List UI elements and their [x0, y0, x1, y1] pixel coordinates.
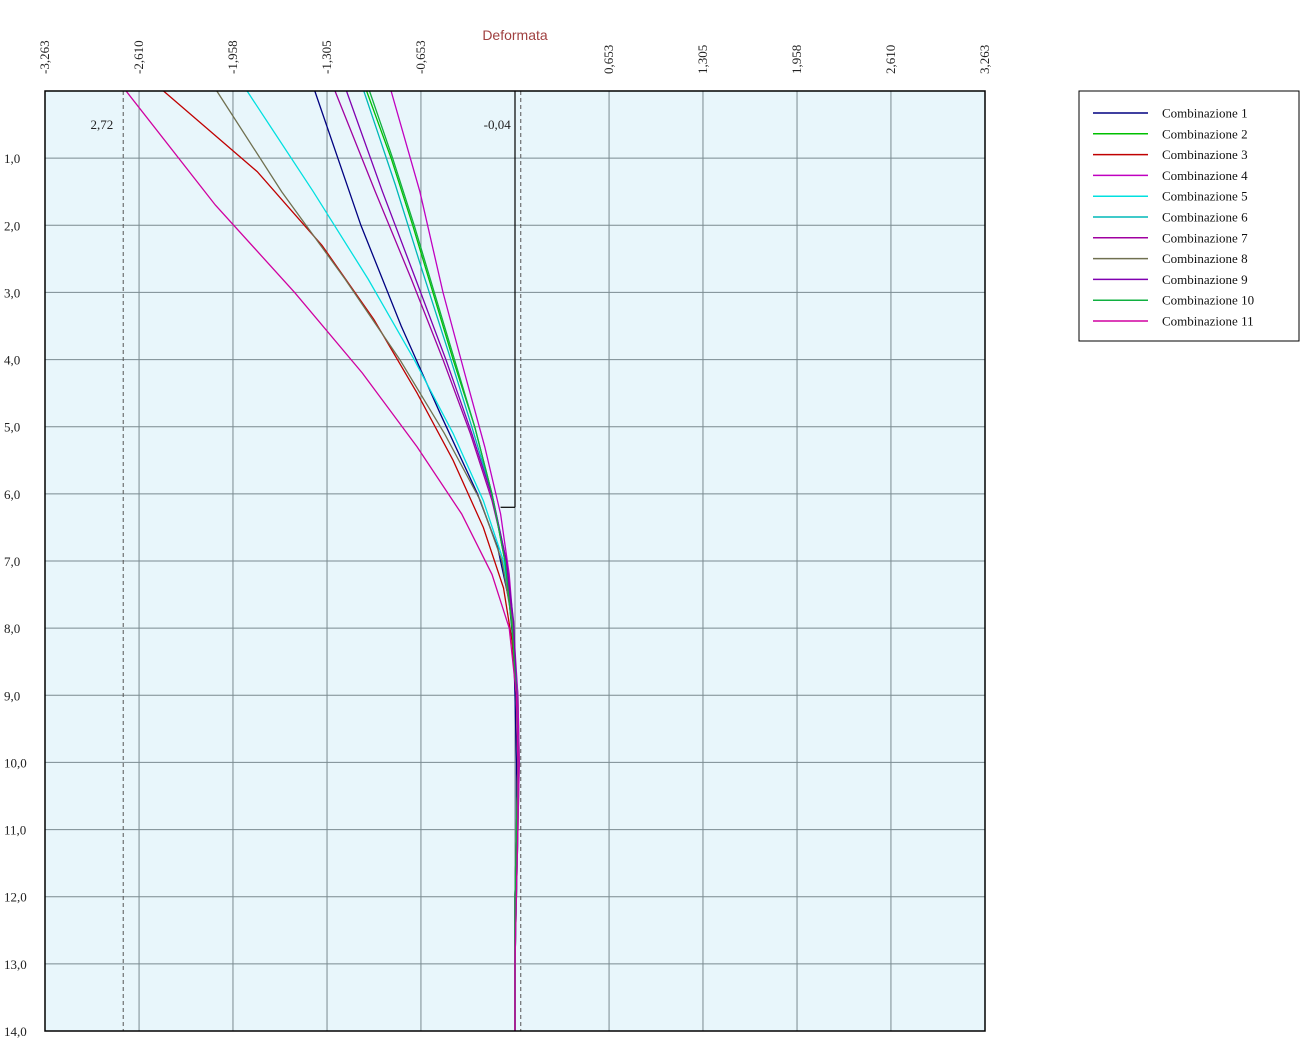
y-tick-label: 2,0: [4, 218, 20, 233]
y-tick-label: 11,0: [4, 823, 26, 838]
y-tick-labels: 1,0 2,0 3,0 4,0 5,0 6,0 7,0 8,0 9,0 10,0 11,0 12,0 1…: [4, 151, 27, 1039]
legend-label: Combinazione 5: [1162, 189, 1248, 204]
series-line-11: [125, 90, 519, 1031]
x-tick-label: -2,610: [131, 40, 146, 74]
legend-label: Combinazione 8: [1162, 251, 1248, 266]
legend-label: Combinazione 11: [1162, 314, 1254, 329]
legend-label: Combinazione 3: [1162, 147, 1248, 162]
x-tick-label: -1,958: [225, 40, 240, 74]
legend-label: Combinazione 9: [1162, 272, 1248, 287]
y-tick-label: 4,0: [4, 353, 20, 368]
y-tick-label: 1,0: [4, 151, 20, 166]
legend-label: Combinazione 1: [1162, 106, 1248, 121]
x-tick-label: -0,653: [413, 40, 428, 74]
legend-label: Combinazione 6: [1162, 210, 1248, 225]
y-tick-label: 9,0: [4, 688, 20, 703]
x-tick-label: 1,958: [789, 45, 804, 74]
series-lines: [125, 90, 520, 1031]
y-tick-label: 13,0: [4, 957, 27, 972]
legend-label: Combinazione 2: [1162, 126, 1248, 141]
x-tick-label: 0,653: [601, 45, 616, 74]
x-tick-label: -1,305: [319, 40, 334, 74]
x-tick-label: 2,610: [883, 45, 898, 74]
x-tick-label: 1,305: [695, 45, 710, 74]
y-tick-label: 6,0: [4, 487, 20, 502]
legend-label: Combinazione 7: [1162, 230, 1248, 245]
y-tick-label: 5,0: [4, 420, 20, 435]
x-tick-label: -3,263: [37, 40, 52, 74]
legend: Combinazione 1 Combinazione 2 Combinazione…: [1078, 90, 1300, 342]
top-marker: [500, 91, 516, 508]
plot-border: [44, 90, 986, 1032]
annotation-label: 2,72: [90, 117, 113, 132]
legend-label: Combinazione 4: [1162, 168, 1248, 183]
x-tick-label: 3,263: [977, 45, 992, 74]
annotations: 2,72 -0,04: [90, 117, 511, 132]
y-tick-label: 12,0: [4, 890, 27, 905]
y-tick-label: 14,0: [4, 1024, 27, 1039]
chart-title: Deformata: [482, 27, 548, 43]
legend-box: [1078, 90, 1300, 342]
annotation-label: -0,04: [484, 117, 512, 132]
x-tick-labels: -3,263 -2,610 -1,958 -1,305 -0,653 0,653 1,305…: [37, 40, 992, 74]
reference-lines: [122, 91, 522, 1031]
series-line-10: [368, 90, 519, 1031]
y-tick-label: 8,0: [4, 621, 20, 636]
y-tick-label: 10,0: [4, 755, 27, 770]
y-tick-label: 3,0: [4, 285, 20, 300]
y-tick-label: 7,0: [4, 554, 20, 569]
legend-label: Combinazione 10: [1162, 293, 1254, 308]
